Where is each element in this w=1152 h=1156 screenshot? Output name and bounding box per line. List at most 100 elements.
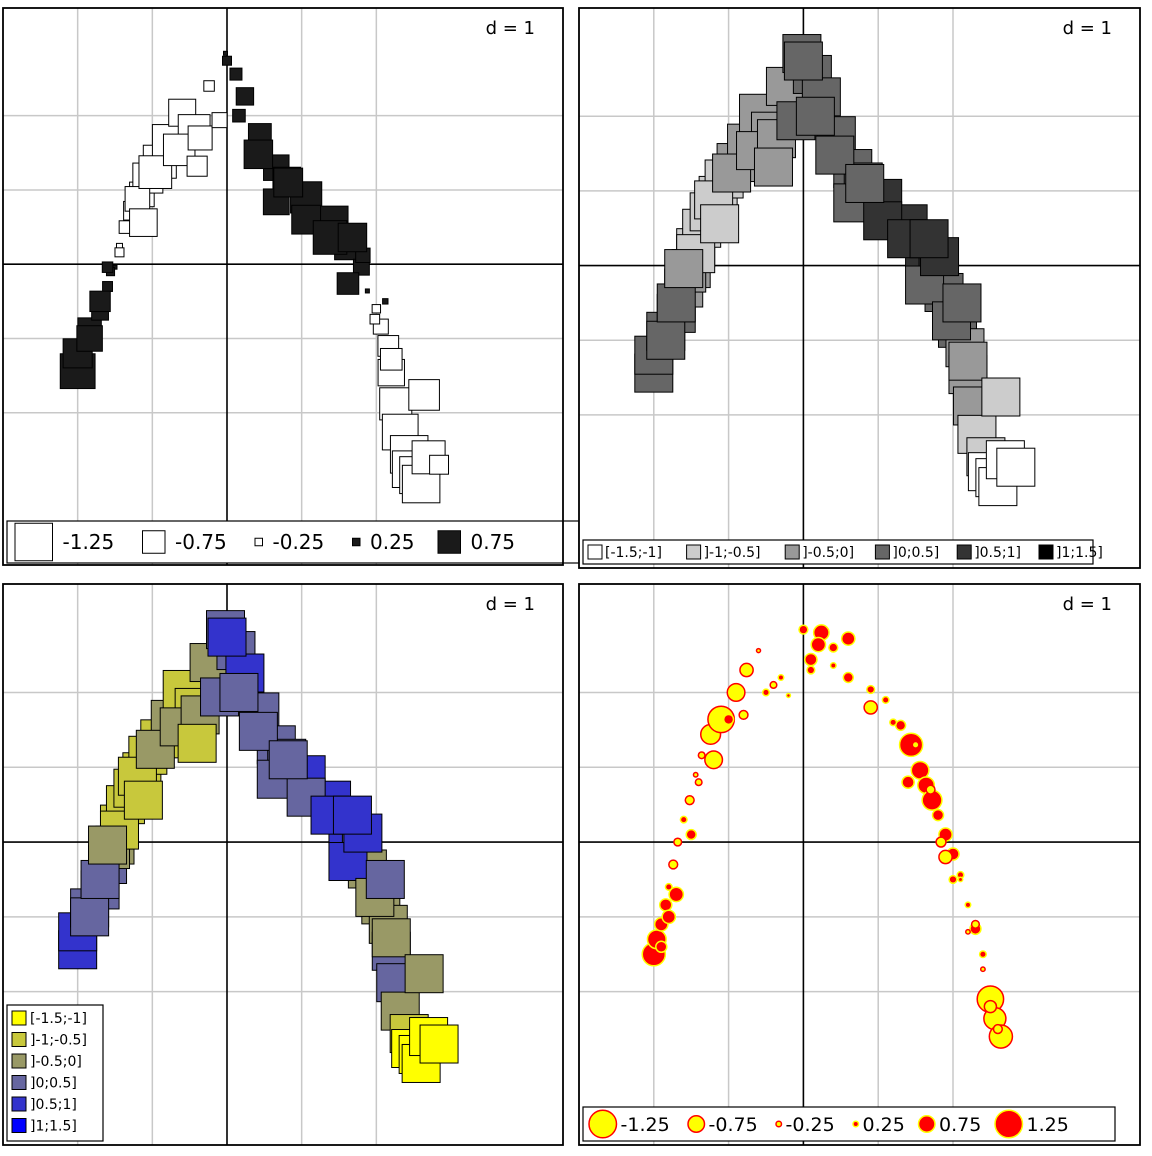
point-square [909,219,949,259]
legend-symbol [11,1118,27,1133]
point-square [273,167,304,198]
legend-label: ]-0.5;0] [30,1054,82,1070]
point-circle [679,815,688,824]
point-circle [828,642,839,653]
point-circle [704,750,724,770]
point-circle [673,837,683,847]
point-circle [658,898,673,912]
legend-label: ]-1;-0.5] [704,545,761,561]
point-square [429,454,450,475]
point-square [102,281,113,292]
point-square [369,313,381,325]
point-circle [935,836,947,848]
point-circle [685,828,697,841]
legend-symbol [437,530,461,554]
point-square [753,147,793,187]
point-circle [655,940,668,954]
legend-label: ]1;1.5] [30,1119,77,1135]
point-square [996,447,1036,487]
panel-grey-squares: d = 1 [-1.5;-1]]-1;-0.5]]-0.5;0]]0;0.5]]0… [578,7,1141,569]
legend-symbol [588,1109,618,1139]
legend-symbol [11,1010,27,1026]
point-circle [925,784,936,795]
legend: -1.25 -0.75 -0.25 0.25 0.75 [6,520,580,564]
point-square [646,320,686,360]
point-square [408,379,440,411]
point-circle [898,732,924,758]
legend: -1.25 -0.75 -0.25 0.25 0.75 1.25 [582,1106,1116,1142]
point-square [222,55,232,66]
legend-label: 0.25 [370,530,415,554]
point-circle [722,713,735,726]
point-square [783,41,823,81]
d-scale-label: d = 1 [486,594,535,615]
point-square [88,825,128,865]
point-square [332,795,372,835]
legend-label: 1.25 [1027,1114,1069,1136]
point-circle [978,950,987,959]
point-circle [863,700,879,715]
point-square [700,204,740,244]
point-square [268,740,308,780]
legend-label: [-1.5;-1] [605,545,662,561]
point-square [101,261,114,273]
point-square [981,377,1021,417]
point-circle [957,876,964,883]
legend-label: -0.25 [273,530,325,554]
point-square [129,208,158,237]
point-square [232,108,246,123]
panel-circles: d = 1 -1.25 -0.75 -0.25 0.25 0.75 1.25 [578,583,1141,1146]
point-square [337,222,368,253]
legend: [-1.5;-1]]-1;-0.5]]-0.5;0]]0;0.5]]0.5;1]… [582,539,1103,565]
point-square [795,96,835,136]
point-square [186,155,208,177]
legend-symbol [852,1120,860,1128]
legend: [-1.5;-1]]-1;-0.5]]-0.5;0]]0;0.5]]0.5;1]… [6,1004,104,1142]
legend-symbol [142,530,166,554]
legend-symbol [11,1096,27,1112]
legend-box [582,539,1094,565]
point-square [419,1024,459,1064]
legend-symbol [687,1115,706,1133]
panel-frame [578,7,1141,569]
legend-label: 0.75 [471,530,516,554]
point-circle [804,652,818,667]
point-circle [806,665,816,675]
points [59,50,450,504]
point-circle [668,886,685,903]
legend-symbol [11,1053,27,1069]
point-square [211,112,228,129]
point-circle [889,718,898,727]
point-square [291,204,322,235]
points [634,34,1036,507]
point-square [336,272,360,295]
point-circle [769,680,778,690]
d-scale-label: d = 1 [1063,18,1112,39]
point-circle [931,808,945,822]
legend-label: ]0;0.5] [30,1076,77,1092]
panel-background [579,584,1140,1145]
point-circle [829,662,837,670]
panel-binary-squares: d = 1 -1.25 -0.75 -0.25 0.25 0.75 [2,7,580,566]
point-square [177,723,217,763]
legend-label: ]-1;-0.5] [30,1033,87,1049]
point-circle [668,859,679,870]
legend-symbol [11,1032,27,1047]
point-circle [970,919,981,929]
legend-label: ]0;0.5] [892,545,939,561]
point-square [89,290,111,313]
legend-symbol [11,1075,27,1090]
point-circle [661,909,677,925]
legend-label: -0.75 [175,530,227,554]
legend-label: 0.75 [939,1114,981,1136]
point-circle [739,662,754,678]
point-circle [726,682,746,703]
point-circle [866,684,876,695]
point-square [371,918,411,958]
legend-symbol [587,544,603,560]
legend-label: ]1;1.5] [1056,545,1103,561]
point-square [404,954,444,994]
legend-symbol [775,1120,783,1128]
point-circle [798,624,809,635]
